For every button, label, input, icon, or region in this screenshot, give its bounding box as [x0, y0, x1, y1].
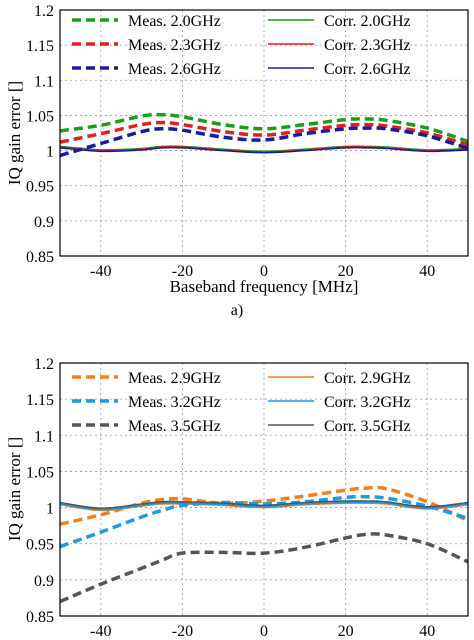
legend-label-corr-2-0ghz: Corr. 2.0GHz	[324, 13, 411, 30]
y-tick-label: 1.15	[26, 392, 54, 409]
y-tick-label: 1.05	[26, 108, 54, 125]
x-tick-label: 40	[419, 263, 435, 280]
y-axis-label: IQ gain error []	[5, 437, 24, 541]
y-tick-label: 0.95	[26, 537, 54, 554]
series-line-meas-2-3ghz	[60, 120, 468, 147]
y-tick-labels: 0.85 0.9 0.95 1 1.05 1.1 1.15 1.2	[26, 356, 54, 626]
legend-label-meas-3-5ghz: Meas. 3.5GHz	[128, 418, 221, 435]
legend-label-meas-2-6ghz: Meas. 2.6GHz	[128, 61, 221, 78]
x-tick-label: -40	[90, 623, 111, 640]
y-tick-label: 1.2	[34, 356, 54, 373]
x-tick-labels: -40 -20 0 20 40	[90, 263, 435, 280]
y-tick-label: 1.15	[26, 38, 54, 55]
x-axis-label: Baseband frequency [MHz]	[170, 277, 359, 296]
y-tick-label: 1.1	[34, 428, 54, 445]
legend-label-meas-3-2ghz: Meas. 3.2GHz	[128, 394, 221, 411]
legend-label-corr-3-2ghz: Corr. 3.2GHz	[324, 394, 411, 411]
series-lines	[60, 485, 468, 604]
figure-caption: a)	[231, 302, 243, 319]
series-line-meas-3-2ghz	[60, 494, 468, 549]
x-tick-label: -20	[172, 263, 193, 280]
x-tick-labels: -40 -20 0 20 40	[90, 623, 435, 640]
y-tick-label: 1.05	[26, 464, 54, 481]
x-tick-label: -40	[90, 263, 111, 280]
legend-label-meas-2-3ghz: Meas. 2.3GHz	[128, 37, 221, 54]
x-tick-label: 40	[419, 623, 435, 640]
series-lines	[60, 112, 468, 158]
y-axis-label: IQ gain error []	[5, 81, 24, 185]
legend: Meas. 2.9GHz Corr. 2.9GHz Meas. 3.2GHz Corr…	[72, 370, 411, 435]
x-tick-label: 0	[260, 263, 268, 280]
legend-label-meas-2-0ghz: Meas. 2.0GHz	[128, 13, 221, 30]
series-line-meas-3-5ghz	[60, 532, 468, 604]
y-tick-label: 1.2	[34, 3, 54, 20]
legend-label-meas-2-9ghz: Meas. 2.9GHz	[128, 370, 221, 387]
y-tick-label: 1	[46, 144, 54, 161]
y-tick-label: 0.85	[26, 249, 54, 266]
y-tick-label: 0.9	[34, 573, 54, 590]
y-tick-label: 1.1	[34, 73, 54, 90]
legend-label-corr-2-9ghz: Corr. 2.9GHz	[324, 370, 411, 387]
series-line-corr-3-2ghz	[60, 501, 468, 511]
legend-label-corr-3-5ghz: Corr. 3.5GHz	[324, 418, 411, 435]
plot-frame	[59, 362, 469, 617]
y-tick-label: 0.95	[26, 179, 54, 196]
x-tick-label: 20	[338, 623, 354, 640]
y-tick-label: 1	[46, 501, 54, 518]
series-line-meas-2-6ghz	[60, 126, 468, 158]
series-line-meas-2-0ghz	[60, 112, 468, 144]
y-tick-labels: 0.85 0.9 0.95 1 1.05 1.1 1.15 1.2	[26, 3, 54, 266]
series-line-corr-3-5ghz	[60, 500, 468, 510]
y-tick-label: 0.85	[26, 609, 54, 626]
legend-label-corr-2-3ghz: Corr. 2.3GHz	[324, 37, 411, 54]
x-tick-label: 20	[338, 263, 354, 280]
legend-label-corr-2-6ghz: Corr. 2.6GHz	[324, 61, 411, 78]
chart-b: Meas. 2.9GHz Corr. 2.9GHz Meas. 3.2GHz Corr…	[5, 356, 469, 640]
x-tick-label: 0	[260, 623, 268, 640]
x-tick-label: -20	[172, 623, 193, 640]
plot-frame	[59, 9, 469, 257]
y-tick-label: 0.9	[34, 214, 54, 231]
chart-a: Meas. 2.0GHz Corr. 2.0GHz Meas. 2.3GHz Corr…	[5, 3, 469, 319]
series-line-corr-2-6ghz	[60, 146, 468, 154]
legend: Meas. 2.0GHz Corr. 2.0GHz Meas. 2.3GHz Corr…	[72, 13, 411, 78]
